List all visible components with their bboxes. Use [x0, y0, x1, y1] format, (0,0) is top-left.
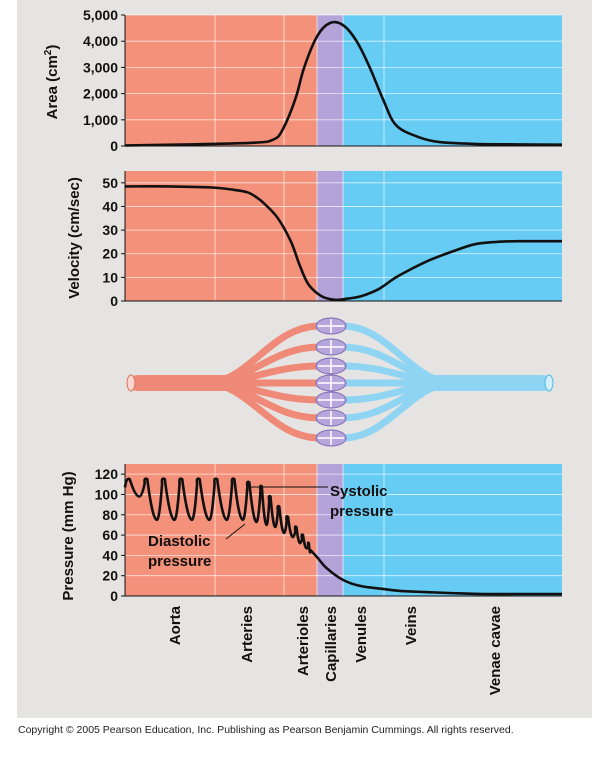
vein-region	[343, 464, 562, 596]
velocity-panel: 0 10 20 30 40 50 Velocity (cm/sec)	[66, 171, 563, 309]
velocity-gridlines	[125, 171, 562, 301]
vena-cava-opening	[544, 374, 554, 392]
velocity-tick-label: 50	[102, 175, 118, 191]
velocity-y-ticks: 0 10 20 30 40 50	[102, 171, 562, 309]
area-y-ticks: 0 1,000 2,000 3,000 4,000 5,000	[83, 7, 562, 154]
area-tick-label: 3,000	[83, 59, 118, 75]
artery-region	[125, 464, 317, 596]
area-ylabel-main: Area (cm	[44, 55, 61, 119]
area-panel: 0 1,000 2,000 3,000 4,000 5,000 Area (cm2)	[43, 7, 563, 154]
region-label: Capillaries	[323, 606, 340, 682]
artery-region	[125, 15, 317, 146]
region-label: Venules	[353, 606, 370, 663]
area-ylabel-sup: 2	[43, 49, 54, 55]
area-tick-label: 5,000	[83, 7, 118, 23]
pressure-y-axis-label: Pressure (mm Hg)	[60, 471, 77, 600]
systolic-line-2: pressure	[330, 503, 393, 520]
vena-cava-vessel	[430, 375, 549, 391]
region-label: Venae cavae	[487, 606, 504, 695]
pressure-tick-label: 120	[95, 466, 119, 482]
velocity-tick-label: 20	[102, 246, 118, 262]
velocity-tick-label: 0	[110, 293, 118, 309]
diastolic-line-1: Diastolic	[148, 533, 211, 550]
systolic-annotation: Systolic pressure	[330, 483, 393, 520]
capillary-region	[317, 15, 343, 146]
velocity-y-axis-label: Velocity (cm/sec)	[66, 177, 83, 299]
vein-region	[343, 171, 562, 301]
diastolic-line-2: pressure	[148, 553, 211, 570]
pressure-tick-label: 0	[110, 588, 118, 604]
pressure-panel: 0 20 40 60 80 100 120 Systolic pressure Diasto…	[60, 464, 562, 604]
area-curve	[124, 20, 563, 147]
velocity-curve	[124, 185, 563, 302]
region-label: Aorta	[167, 605, 184, 645]
vessel-diagram	[126, 317, 554, 447]
systolic-line-1: Systolic	[330, 483, 388, 500]
area-tick-label: 0	[110, 138, 118, 154]
diastolic-leader-line	[225, 523, 246, 540]
capillary-region	[317, 171, 343, 301]
vein-region	[343, 15, 562, 146]
region-labels: Aorta Arteries Arterioles Capillaries Venule…	[167, 605, 504, 695]
velocity-tick-label: 30	[102, 222, 118, 238]
copyright-notice: Copyright © 2005 Pearson Education, Inc.…	[18, 724, 514, 736]
pressure-y-ticks: 0 20 40 60 80 100 120	[95, 464, 562, 604]
velocity-tick-label: 10	[102, 269, 118, 285]
pressure-tick-label: 100	[95, 486, 119, 502]
region-label: Arterioles	[295, 606, 312, 676]
area-tick-label: 4,000	[83, 33, 118, 49]
area-ylabel-end: )	[44, 45, 61, 50]
area-tick-label: 2,000	[83, 86, 118, 102]
artery-region	[125, 171, 317, 301]
pressure-tick-label: 40	[102, 547, 118, 563]
diastolic-annotation: Diastolic pressure	[148, 533, 215, 570]
area-tick-label: 1,000	[83, 112, 118, 128]
region-label: Arteries	[239, 606, 256, 663]
aorta-vessel	[131, 375, 243, 391]
pressure-tick-label: 80	[102, 507, 118, 523]
pressure-curve	[123, 477, 562, 596]
aorta-opening	[126, 374, 136, 392]
velocity-tick-label: 40	[102, 198, 118, 214]
region-label: Veins	[403, 606, 420, 645]
area-gridlines	[125, 14, 562, 146]
area-y-axis-label: Area (cm2)	[43, 45, 61, 120]
capillary-region	[317, 464, 343, 596]
pressure-tick-label: 20	[102, 568, 118, 584]
pressure-gridlines	[125, 464, 562, 596]
pressure-tick-label: 60	[102, 527, 118, 543]
